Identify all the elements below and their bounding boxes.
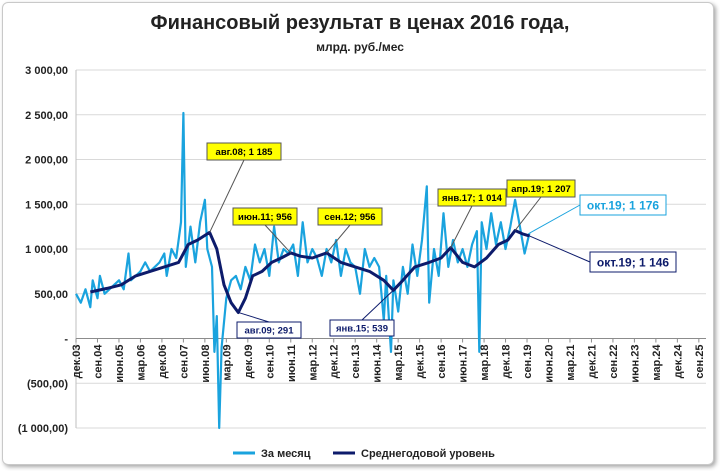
x-tick-label: мар.24 — [651, 344, 663, 381]
x-tick-label: сен.19 — [522, 345, 534, 379]
x-tick-label: дек.15 — [415, 345, 427, 379]
annotation-box — [579, 194, 667, 216]
x-tick-label: сен.10 — [264, 345, 276, 379]
annotation-label: янв.17; 1 014 — [442, 193, 503, 204]
chart-title: Финансовый результат в ценах 2016 года, — [151, 12, 570, 34]
annotation-pointer — [361, 289, 394, 321]
x-tick-label: дек.21 — [586, 345, 598, 379]
annotation-box — [206, 142, 282, 161]
annotations: авг.08; 1 185 авг.09; 291 июн.11; 956 сен.1… — [206, 142, 677, 339]
x-tick-label: июн.05 — [114, 345, 126, 383]
annotation-pointer — [450, 205, 473, 248]
y-tick-label: (500,00) — [27, 378, 68, 390]
y-tick-label: 3 000,00 — [25, 65, 68, 77]
annotation-box — [236, 321, 302, 339]
x-tick-label: мар.12 — [307, 345, 319, 381]
x-tick-label: дек.09 — [243, 345, 255, 379]
annotation-box — [329, 319, 395, 337]
y-tick-label: 1 000,00 — [25, 244, 68, 256]
x-tick-label: мар.09 — [221, 345, 233, 381]
annotation-pointer — [238, 311, 270, 323]
annotation-box — [232, 207, 298, 226]
x-tick-label: дек.24 — [672, 344, 684, 379]
x-tick-label: мар.18 — [479, 345, 491, 381]
y-tick-label: 500,00 — [34, 289, 68, 301]
y-tick-label: - — [64, 334, 68, 346]
chart-subtitle: млрд. руб./мес — [316, 40, 404, 54]
x-tick-label: дек.18 — [501, 344, 513, 378]
annotation-label: апр.19; 1 207 — [511, 184, 571, 195]
annotation-pointer — [209, 159, 245, 233]
x-tick-label: дек.12 — [329, 345, 341, 379]
y-tick-label: 2 500,00 — [25, 110, 68, 122]
x-tick-label: июн.23 — [629, 345, 641, 383]
annotation-label: июн.11; 956 — [238, 212, 292, 223]
y-tick-label: 1 500,00 — [25, 199, 68, 211]
annotation-label: окт.19; 1 146 — [597, 255, 670, 269]
annotation-pointer — [264, 224, 292, 254]
annotation-label: авг.09; 291 — [245, 325, 295, 336]
chart-frame — [2, 2, 714, 465]
x-tick-label: дек.06 — [157, 345, 169, 379]
legend: За месяц Среднегодовой уровень — [233, 448, 495, 460]
x-tick-label: июн.14 — [372, 344, 384, 383]
annotation-box — [506, 179, 576, 198]
y-tick-label: (1 000,00) — [18, 423, 68, 435]
annotation-label: сен.12; 956 — [324, 212, 375, 223]
axes: 3 000,00 2 500,00 2 000,00 1 500,00 1 000,00… — [18, 65, 706, 435]
annotation-pointer — [529, 235, 591, 263]
annotation-label: окт.19; 1 176 — [587, 198, 660, 212]
annotation-box — [437, 188, 507, 207]
annotation-label: авг.08; 1 185 — [216, 147, 274, 158]
x-tick-label: сен.13 — [350, 345, 362, 379]
x-tick-label: июн.08 — [200, 345, 212, 383]
y-tick-label: 2 000,00 — [25, 155, 68, 167]
legend-label-average: Среднегодовой уровень — [361, 448, 495, 460]
annotation-label: янв.15; 539 — [336, 323, 388, 334]
series-line-average — [89, 229, 530, 314]
x-tick-label: мар.21 — [565, 345, 577, 381]
annotation-pointer — [514, 196, 542, 231]
x-tick-label: июн.17 — [458, 345, 470, 383]
annotation-pointer — [326, 224, 351, 254]
legend-label-monthly: За месяц — [261, 448, 311, 460]
x-tick-label: сен.07 — [178, 345, 190, 379]
x-tick-label: июн.20 — [544, 345, 556, 383]
x-tick-label: сен.04 — [92, 344, 104, 379]
x-tick-label: сен.25 — [694, 345, 706, 379]
x-tick-label: дек.03 — [71, 345, 83, 379]
x-tick-label: мар.06 — [135, 345, 147, 381]
x-tick-label: сен.22 — [608, 345, 620, 379]
x-tick-label: сен.16 — [436, 345, 448, 379]
annotation-box — [589, 251, 677, 273]
x-tick-label: мар.15 — [393, 345, 405, 381]
x-tick-label: июн.11 — [286, 345, 298, 383]
annotation-box — [317, 207, 383, 226]
annotation-pointer — [529, 204, 581, 234]
